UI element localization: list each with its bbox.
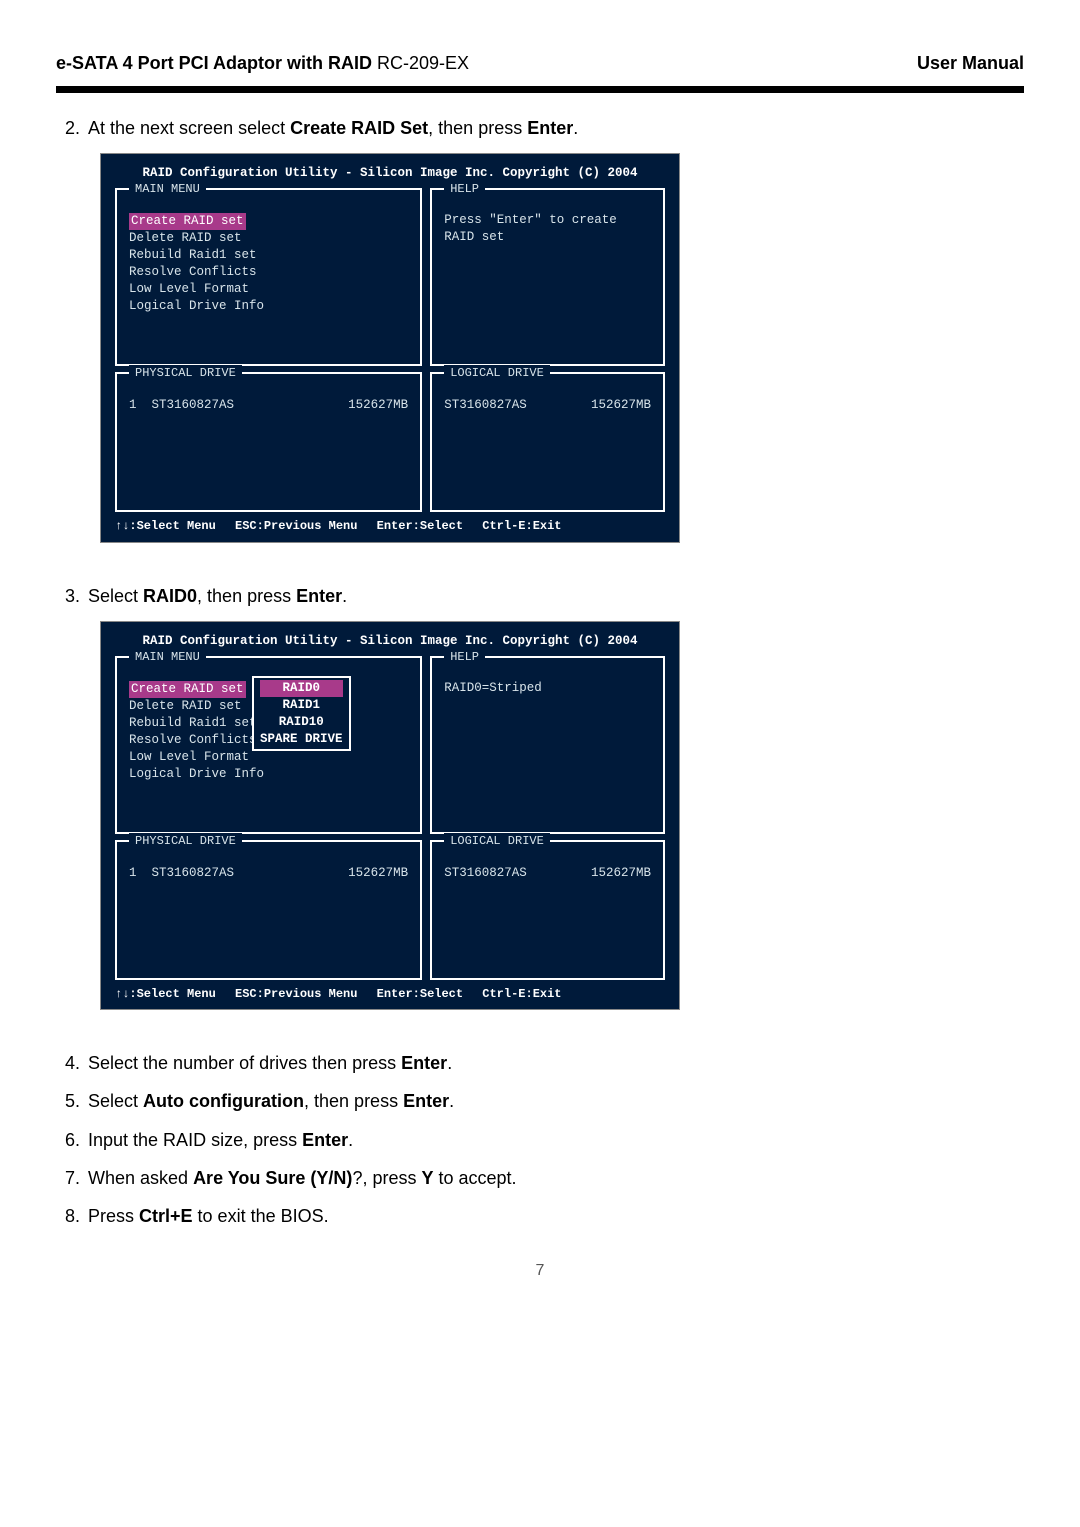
physical-drive-panel: PHYSICAL DRIVE 1 ST3160827AS 152627MB xyxy=(115,840,422,980)
submenu-raid0[interactable]: RAID0 xyxy=(260,680,343,697)
step-number: 5. xyxy=(56,1088,88,1114)
menu-logical-drive-info[interactable]: Logical Drive Info xyxy=(129,298,408,315)
panel-title-help: HELP xyxy=(444,181,485,198)
help-panel: HELP Press "Enter" to create RAID set xyxy=(430,188,665,366)
page-number: 7 xyxy=(56,1259,1024,1282)
step-text: Select RAID0, then press Enter. xyxy=(88,583,1024,609)
menu-rebuild-raid1[interactable]: Rebuild Raid1 set xyxy=(129,247,408,264)
bios-screenshot-1: RAID Configuration Utility - Silicon Ima… xyxy=(100,153,680,543)
panel-title-logical: LOGICAL DRIVE xyxy=(444,833,550,850)
step-3: 3. Select RAID0, then press Enter. xyxy=(56,583,1024,609)
step-number: 3. xyxy=(56,583,88,609)
header-title: e-SATA 4 Port PCI Adaptor with RAID RC-2… xyxy=(56,50,469,76)
physical-drive-row: 1 ST3160827AS 152627MB xyxy=(129,396,408,414)
logical-drive-row: ST3160827AS 152627MB xyxy=(444,864,651,882)
bios-title: RAID Configuration Utility - Silicon Ima… xyxy=(115,164,665,182)
step-7: 7. When asked Are You Sure (Y/N)?, press… xyxy=(56,1165,1024,1191)
submenu-raid10[interactable]: RAID10 xyxy=(260,714,343,731)
header-divider xyxy=(56,86,1024,93)
step-number: 2. xyxy=(56,115,88,141)
bios-screenshot-2: RAID Configuration Utility - Silicon Ima… xyxy=(100,621,680,1011)
submenu-raid1[interactable]: RAID1 xyxy=(260,697,343,714)
step-number: 8. xyxy=(56,1203,88,1229)
help-panel: HELP RAID0=Striped xyxy=(430,656,665,834)
step-number: 7. xyxy=(56,1165,88,1191)
submenu-spare-drive[interactable]: SPARE DRIVE xyxy=(260,731,343,748)
panel-title-main: MAIN MENU xyxy=(129,649,206,666)
menu-low-level-format[interactable]: Low Level Format xyxy=(129,281,408,298)
step-5: 5. Select Auto configuration, then press… xyxy=(56,1088,1024,1114)
step-text: Input the RAID size, press Enter. xyxy=(88,1127,1024,1153)
bios-screen: RAID Configuration Utility - Silicon Ima… xyxy=(101,622,679,1010)
main-menu-panel: MAIN MENU Create RAID set Delete RAID se… xyxy=(115,656,422,834)
panel-title-physical: PHYSICAL DRIVE xyxy=(129,365,242,382)
page-header: e-SATA 4 Port PCI Adaptor with RAID RC-2… xyxy=(56,50,1024,86)
step-text: Select Auto configuration, then press En… xyxy=(88,1088,1024,1114)
step-8: 8. Press Ctrl+E to exit the BIOS. xyxy=(56,1203,1024,1229)
menu-create-raid[interactable]: Create RAID set xyxy=(129,213,246,230)
logical-drive-row: ST3160827AS 152627MB xyxy=(444,396,651,414)
menu-resolve-conflicts[interactable]: Resolve Conflicts xyxy=(129,264,408,281)
header-right: User Manual xyxy=(917,50,1024,76)
menu-create-raid[interactable]: Create RAID set xyxy=(129,681,246,698)
step-4: 4. Select the number of drives then pres… xyxy=(56,1050,1024,1076)
raid-type-submenu: RAID0 RAID1 RAID10 SPARE DRIVE xyxy=(252,676,351,752)
bios-footer: ↑↓:Select Menu ESC:Previous Menu Enter:S… xyxy=(115,518,665,535)
help-text-line1: RAID0=Striped xyxy=(444,680,651,697)
bios-title: RAID Configuration Utility - Silicon Ima… xyxy=(115,632,665,650)
panel-title-help: HELP xyxy=(444,649,485,666)
physical-drive-panel: PHYSICAL DRIVE 1 ST3160827AS 152627MB xyxy=(115,372,422,512)
step-text: Press Ctrl+E to exit the BIOS. xyxy=(88,1203,1024,1229)
menu-logical-drive-info[interactable]: Logical Drive Info xyxy=(129,766,408,783)
step-2: 2. At the next screen select Create RAID… xyxy=(56,115,1024,141)
panel-title-logical: LOGICAL DRIVE xyxy=(444,365,550,382)
help-text-line1: Press "Enter" to create xyxy=(444,212,651,229)
header-title-bold: e-SATA 4 Port PCI Adaptor with RAID xyxy=(56,53,372,73)
logical-drive-panel: LOGICAL DRIVE ST3160827AS 152627MB xyxy=(430,372,665,512)
step-6: 6. Input the RAID size, press Enter. xyxy=(56,1127,1024,1153)
bios-footer: ↑↓:Select Menu ESC:Previous Menu Enter:S… xyxy=(115,986,665,1003)
step-text: Select the number of drives then press E… xyxy=(88,1050,1024,1076)
step-number: 6. xyxy=(56,1127,88,1153)
physical-drive-row: 1 ST3160827AS 152627MB xyxy=(129,864,408,882)
panel-title-physical: PHYSICAL DRIVE xyxy=(129,833,242,850)
header-title-model: RC-209-EX xyxy=(372,53,469,73)
main-menu-panel: MAIN MENU Create RAID set Delete RAID se… xyxy=(115,188,422,366)
bios-screen: RAID Configuration Utility - Silicon Ima… xyxy=(101,154,679,542)
step-text: When asked Are You Sure (Y/N)?, press Y … xyxy=(88,1165,1024,1191)
help-text-line2: RAID set xyxy=(444,229,651,246)
logical-drive-panel: LOGICAL DRIVE ST3160827AS 152627MB xyxy=(430,840,665,980)
step-number: 4. xyxy=(56,1050,88,1076)
panel-title-main: MAIN MENU xyxy=(129,181,206,198)
step-text: At the next screen select Create RAID Se… xyxy=(88,115,1024,141)
menu-delete-raid[interactable]: Delete RAID set xyxy=(129,230,408,247)
